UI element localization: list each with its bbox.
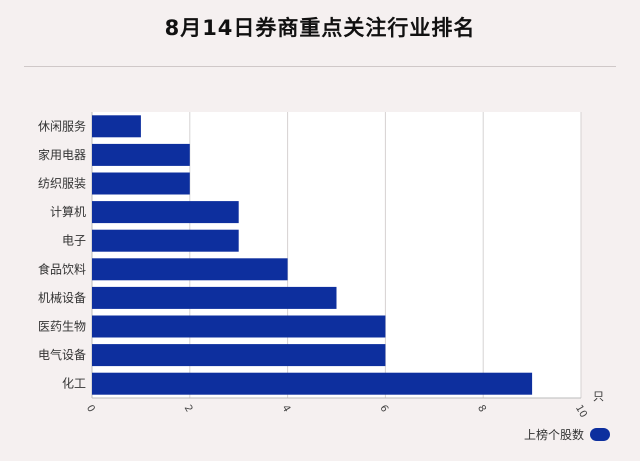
- bar: [92, 372, 533, 395]
- bar: [92, 344, 386, 367]
- bar: [92, 201, 239, 224]
- legend[interactable]: 上榜个股数: [524, 426, 610, 443]
- title-divider: [24, 66, 616, 67]
- legend-swatch: [590, 428, 610, 441]
- x-axis-unit: 只: [593, 390, 604, 403]
- bar: [92, 172, 190, 195]
- category-label: 休闲服务: [38, 118, 86, 133]
- bar: [92, 286, 337, 309]
- bar: [92, 315, 386, 338]
- x-tick-label: 6: [377, 403, 390, 414]
- bar: [92, 143, 190, 166]
- bar: [92, 258, 288, 281]
- x-tick-label: 4: [279, 403, 292, 414]
- category-label: 纺织服装: [38, 177, 86, 191]
- category-label: 医药生物: [38, 320, 86, 334]
- x-tick-label: 2: [182, 403, 195, 414]
- x-tick-label: 0: [84, 403, 97, 414]
- category-label: 电子: [62, 234, 86, 248]
- category-label: 化工: [62, 377, 86, 391]
- category-label: 食品饮料: [38, 261, 86, 276]
- x-tick-label: 8: [475, 403, 488, 414]
- category-label: 计算机: [50, 204, 86, 219]
- category-label: 机械设备: [38, 290, 86, 305]
- x-tick-label: 10: [573, 403, 589, 420]
- category-label: 电气设备: [38, 347, 86, 362]
- bar: [92, 115, 141, 138]
- chart-title: 8月14日券商重点关注行业排名: [164, 16, 476, 40]
- bar: [92, 229, 239, 252]
- legend-label: 上榜个股数: [523, 428, 584, 442]
- category-label: 家用电器: [38, 147, 86, 162]
